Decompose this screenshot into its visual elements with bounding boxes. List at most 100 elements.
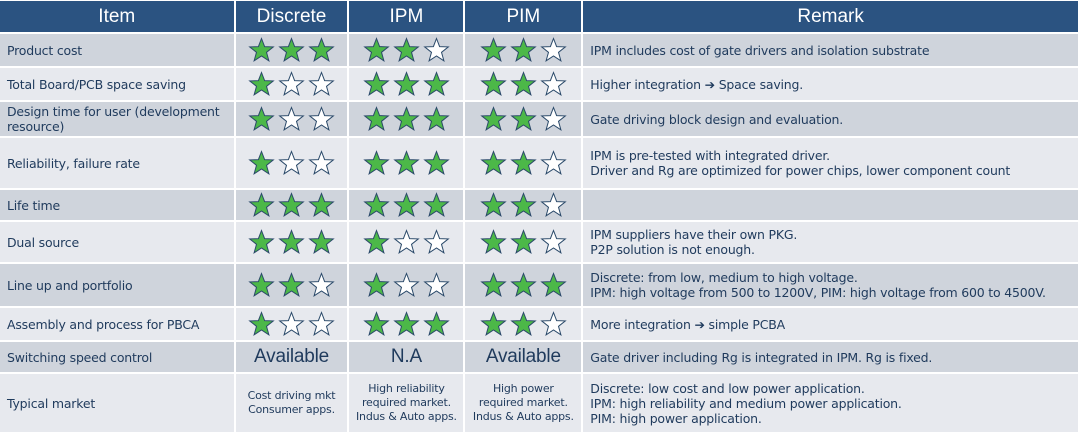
star-shape — [363, 229, 390, 254]
star-shape — [278, 71, 305, 96]
star-filled-icon — [510, 272, 537, 297]
star-rating — [349, 229, 463, 255]
star-filled-icon — [480, 272, 507, 297]
market-line: Cost driving mkt — [247, 389, 336, 402]
star-shape — [248, 150, 275, 175]
star-filled-icon — [278, 192, 305, 217]
item-cell: Dual source — [0, 222, 234, 262]
availability-value: Available — [485, 346, 561, 367]
star-shape — [308, 71, 335, 96]
item-cell: Typical market — [0, 374, 234, 432]
remark-line: Driver and Rg are optimized for power ch… — [590, 163, 1011, 178]
star-shape — [510, 311, 537, 336]
remark-line: Gate driver including Rg is integrated i… — [590, 349, 933, 365]
star-shape — [393, 71, 420, 96]
star-filled-icon — [248, 192, 275, 217]
remark-cell: IPM is pre-tested with integrated driver… — [583, 138, 1078, 188]
star-shape — [423, 37, 450, 62]
star-rating — [236, 71, 348, 97]
ipm-cell — [349, 308, 464, 340]
header-discrete: Discrete — [235, 1, 348, 32]
star-shape — [423, 106, 450, 131]
star-filled-icon — [308, 229, 335, 254]
star-rating — [236, 311, 348, 337]
star-shape — [480, 192, 507, 217]
star-shape — [363, 106, 390, 131]
discrete-cell — [235, 34, 348, 66]
star-rating — [465, 106, 581, 132]
star-rating — [349, 311, 463, 337]
star-shape — [480, 71, 507, 96]
table-row: Typical market Cost driving mkt Consumer a… — [0, 374, 1078, 432]
star-filled-icon — [480, 229, 507, 254]
star-filled-icon — [480, 150, 507, 175]
remark-line: IPM is pre-tested with integrated driver… — [590, 148, 830, 163]
remark-line: Discrete: from low, medium to high volta… — [590, 270, 858, 285]
header-row: Item Discrete IPM PIM Remark — [0, 1, 1078, 32]
header-ipm: IPM — [349, 1, 464, 32]
star-shape — [510, 71, 537, 96]
remark-cell: Discrete: from low, medium to high volta… — [583, 264, 1078, 306]
star-shape — [480, 229, 507, 254]
star-shape — [308, 192, 335, 217]
star-empty-icon — [308, 272, 335, 297]
star-shape — [393, 106, 420, 131]
star-empty-icon — [308, 311, 335, 336]
remark-cell: Discrete: low cost and low power applica… — [583, 374, 1078, 432]
star-shape — [248, 37, 275, 62]
star-filled-icon — [423, 192, 450, 217]
star-filled-icon — [480, 106, 507, 131]
star-shape — [248, 71, 275, 96]
star-shape — [510, 192, 537, 217]
table-row: Dual source IPM suppliers have their own … — [0, 222, 1078, 262]
remark-line: Higher integration ➔ Space saving. — [590, 76, 804, 92]
star-filled-icon — [480, 192, 507, 217]
star-filled-icon — [423, 311, 450, 336]
table-row: Design time for user (development resour… — [0, 102, 1078, 136]
discrete-cell — [235, 264, 348, 306]
star-filled-icon — [510, 106, 537, 131]
market-line: High power — [492, 382, 554, 395]
star-empty-icon — [540, 150, 567, 175]
star-shape — [278, 311, 305, 336]
discrete-cell: Available — [235, 342, 348, 372]
star-filled-icon — [423, 150, 450, 175]
star-shape — [308, 229, 335, 254]
star-empty-icon — [308, 106, 335, 131]
discrete-cell: Cost driving mkt Consumer apps. — [235, 374, 348, 432]
item-cell: Line up and portfolio — [0, 264, 234, 306]
star-filled-icon — [510, 150, 537, 175]
star-shape — [540, 192, 567, 217]
star-shape — [540, 150, 567, 175]
table-row: Reliability, failure rate IPM is pre-test… — [0, 138, 1078, 188]
star-filled-icon — [393, 106, 420, 131]
star-shape — [278, 37, 305, 62]
star-shape — [510, 272, 537, 297]
star-shape — [510, 229, 537, 254]
pim-cell — [465, 190, 582, 220]
discrete-cell — [235, 102, 348, 136]
star-shape — [540, 106, 567, 131]
star-filled-icon — [393, 150, 420, 175]
star-shape — [540, 71, 567, 96]
star-filled-icon — [510, 229, 537, 254]
star-rating — [465, 71, 581, 97]
star-filled-icon — [510, 192, 537, 217]
star-shape — [393, 272, 420, 297]
star-shape — [480, 272, 507, 297]
discrete-cell — [235, 308, 348, 340]
star-shape — [278, 192, 305, 217]
star-shape — [393, 229, 420, 254]
star-filled-icon — [248, 106, 275, 131]
star-shape — [363, 150, 390, 175]
star-rating — [465, 37, 581, 63]
market-line: Indus & Auto apps. — [356, 410, 457, 423]
remark-cell: Higher integration ➔ Space saving. — [583, 68, 1078, 100]
star-empty-icon — [423, 37, 450, 62]
star-rating — [465, 192, 581, 218]
remark-line: IPM includes cost of gate drivers and is… — [590, 42, 930, 58]
star-shape — [510, 150, 537, 175]
star-shape — [480, 37, 507, 62]
header-remark: Remark — [583, 1, 1078, 32]
star-filled-icon — [278, 229, 305, 254]
